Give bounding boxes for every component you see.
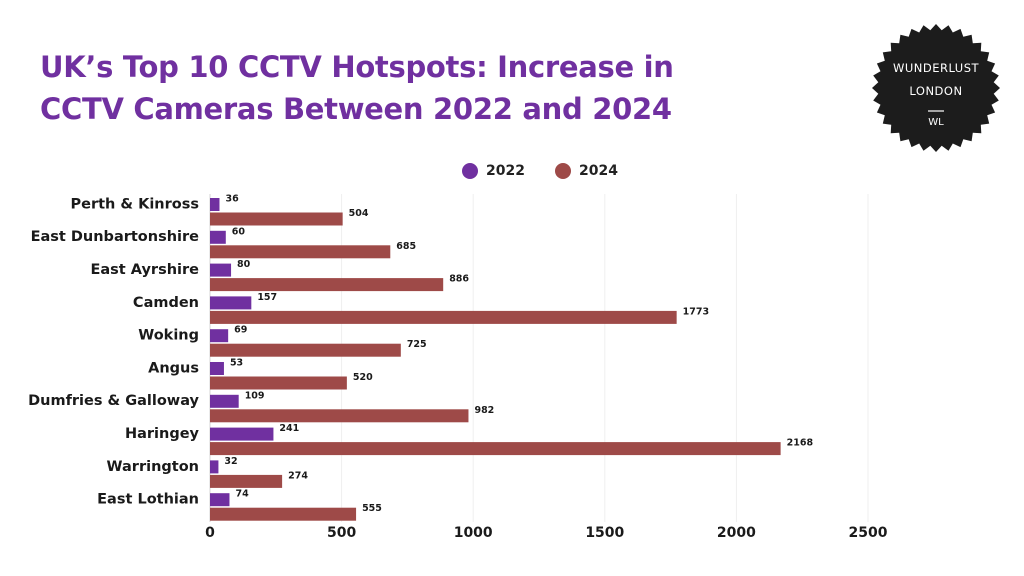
badge-mark: WL bbox=[928, 117, 944, 128]
bar-2022-haringey bbox=[210, 427, 274, 441]
bar-2022-woking bbox=[210, 329, 229, 343]
category-label-haringey: Haringey bbox=[125, 426, 200, 442]
bar-2024-east-ayrshire bbox=[210, 278, 444, 292]
value-label-2024-east-ayrshire: 886 bbox=[449, 274, 469, 285]
x-tick-label-2000: 2000 bbox=[717, 525, 756, 541]
category-label-perth-and-kinross: Perth & Kinross bbox=[70, 196, 199, 212]
value-label-2022-perth-and-kinross: 36 bbox=[225, 194, 239, 205]
bar-2022-east-lothian bbox=[210, 493, 230, 507]
value-label-2024-camden: 1773 bbox=[683, 306, 709, 317]
value-label-2024-warrington: 274 bbox=[288, 470, 308, 481]
value-label-2022-angus: 53 bbox=[230, 358, 243, 369]
bars bbox=[210, 198, 781, 521]
legend-item-2022: 2022 bbox=[462, 163, 525, 179]
bar-2024-camden bbox=[210, 310, 677, 324]
wunderlust-london-logo: WUNDERLUST LONDON WL bbox=[872, 24, 1000, 152]
bar-2022-camden bbox=[210, 296, 252, 310]
bar-2024-east-dunbartonshire bbox=[210, 245, 391, 259]
category-label-woking: Woking bbox=[138, 328, 199, 344]
bar-2024-angus bbox=[210, 376, 347, 390]
x-tick-label-500: 500 bbox=[327, 525, 356, 541]
category-label-east-dunbartonshire: East Dunbartonshire bbox=[31, 229, 200, 245]
badge-line-2: LONDON bbox=[909, 84, 962, 98]
bar-2024-dumfries-and-galloway bbox=[210, 409, 469, 423]
x-tick-label-0: 0 bbox=[205, 525, 215, 541]
value-label-2024-east-dunbartonshire: 685 bbox=[396, 241, 416, 252]
legend-swatch-2022 bbox=[462, 163, 478, 179]
bar-2024-perth-and-kinross bbox=[210, 212, 343, 226]
chart-title-line-1: UK’s Top 10 CCTV Hotspots: Increase in bbox=[40, 50, 674, 84]
category-label-east-ayrshire: East Ayrshire bbox=[90, 262, 199, 278]
value-label-2022-dumfries-and-galloway: 109 bbox=[245, 390, 265, 401]
legend-label-2022: 2022 bbox=[486, 163, 525, 179]
value-label-2024-haringey: 2168 bbox=[787, 438, 814, 449]
category-label-camden: Camden bbox=[133, 295, 199, 311]
bar-2024-woking bbox=[210, 343, 401, 357]
value-label-2024-perth-and-kinross: 504 bbox=[349, 208, 369, 219]
value-label-2022-haringey: 241 bbox=[279, 423, 299, 434]
bar-2022-dumfries-and-galloway bbox=[210, 394, 239, 408]
value-label-2022-east-lothian: 74 bbox=[235, 489, 249, 500]
value-label-2024-east-lothian: 555 bbox=[362, 503, 382, 514]
x-tick-label-2500: 2500 bbox=[849, 525, 888, 541]
bar-2022-warrington bbox=[210, 460, 219, 474]
category-label-warrington: Warrington bbox=[107, 459, 199, 475]
value-label-2022-woking: 69 bbox=[234, 325, 247, 336]
grid-lines bbox=[209, 194, 869, 522]
category-label-dumfries-and-galloway: Dumfries & Galloway bbox=[28, 393, 199, 409]
x-tick-label-1000: 1000 bbox=[454, 525, 493, 541]
bar-2024-east-lothian bbox=[210, 507, 357, 521]
legend-swatch-2024 bbox=[554, 163, 571, 179]
bar-2022-angus bbox=[210, 362, 224, 375]
legend-label-2024: 2024 bbox=[578, 163, 618, 179]
category-label-east-lothian: East Lothian bbox=[97, 492, 199, 508]
category-label-angus: Angus bbox=[148, 360, 199, 376]
value-label-2024-angus: 520 bbox=[353, 372, 373, 383]
badge-line-1: WUNDERLUST bbox=[893, 61, 980, 75]
value-label-2024-dumfries-and-galloway: 982 bbox=[474, 405, 494, 416]
bar-2022-perth-and-kinross bbox=[210, 198, 220, 211]
value-label-2022-camden: 157 bbox=[257, 292, 277, 303]
x-tick-label-1500: 1500 bbox=[585, 525, 624, 541]
value-label-2022-east-ayrshire: 80 bbox=[237, 259, 251, 270]
labels: 0 500 1000 1500 2000 2500 Perth & Kinross 36 504… bbox=[28, 194, 888, 542]
value-label-2022-warrington: 32 bbox=[224, 456, 237, 467]
chart-title-line-2: CCTV Cameras Between 2022 and 2024 bbox=[40, 92, 672, 126]
legend-item-2024: 2024 bbox=[554, 163, 618, 179]
value-label-2022-east-dunbartonshire: 60 bbox=[232, 226, 246, 237]
bar-2024-warrington bbox=[210, 474, 283, 488]
bar-2022-east-ayrshire bbox=[210, 263, 232, 277]
chart-title: UK’s Top 10 CCTV Hotspots: Increase in C… bbox=[40, 46, 760, 130]
badge-serrated-circle bbox=[872, 24, 1000, 152]
bar-2024-haringey bbox=[210, 442, 781, 456]
bar-2022-east-dunbartonshire bbox=[210, 230, 226, 244]
chart-legend: 2022 2024 bbox=[462, 160, 648, 182]
value-label-2024-woking: 725 bbox=[407, 339, 427, 350]
